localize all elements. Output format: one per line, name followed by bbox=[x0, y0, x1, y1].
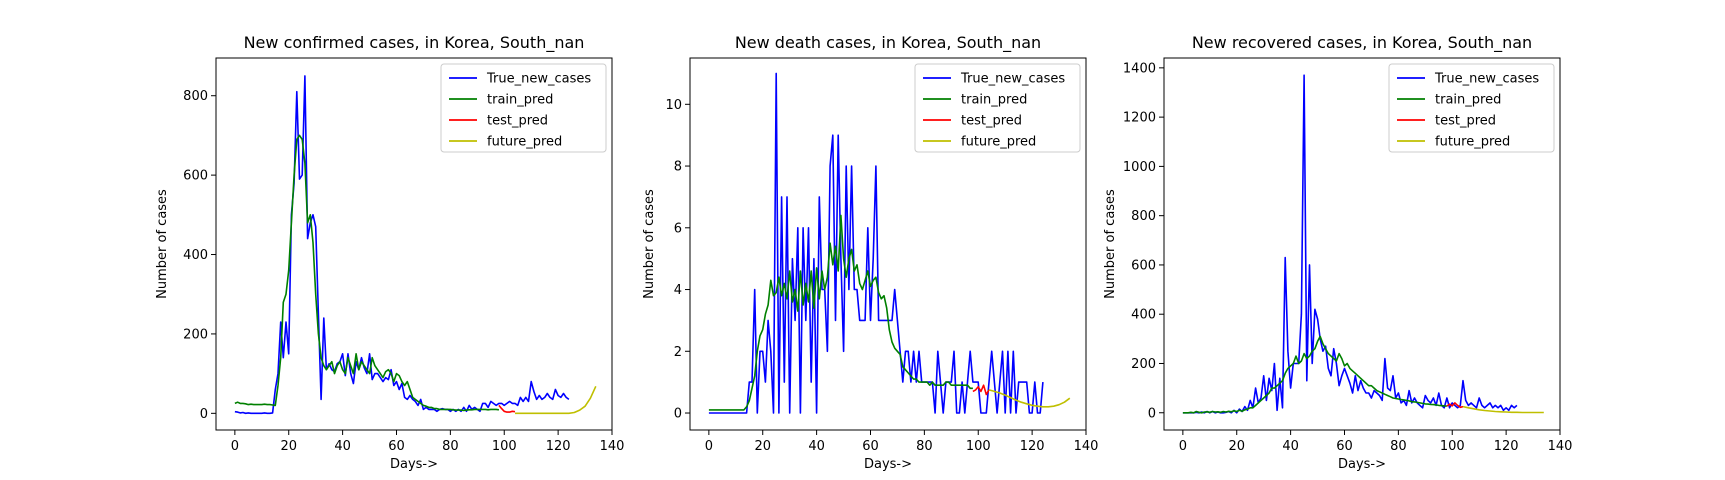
y-tick-label: 2 bbox=[674, 345, 682, 360]
y-tick-label: 6 bbox=[674, 221, 682, 236]
legend-label: True_new_cases bbox=[486, 72, 591, 87]
x-tick-label: 40 bbox=[1282, 439, 1299, 454]
x-tick-label: 140 bbox=[1074, 439, 1099, 454]
x-tick-label: 40 bbox=[808, 439, 825, 454]
series-line-train-pred bbox=[708, 214, 973, 411]
x-tick-label: 120 bbox=[1020, 439, 1045, 454]
legend-label: test_pred bbox=[487, 114, 548, 129]
x-tick-label: 100 bbox=[1440, 439, 1465, 454]
y-tick-label: 600 bbox=[1131, 258, 1156, 273]
legend-label: True_new_cases bbox=[1434, 72, 1539, 87]
legend: True_new_cases train_pred test_pred future_… bbox=[440, 63, 607, 153]
x-axis-label: Days-> bbox=[390, 457, 438, 472]
series-line-future-pred bbox=[1462, 405, 1544, 414]
y-tick-label: 10 bbox=[665, 98, 682, 113]
y-tick-label: 400 bbox=[1131, 308, 1156, 323]
x-tick-label: 20 bbox=[754, 439, 771, 454]
y-tick-label: 4 bbox=[674, 283, 682, 298]
axes-frame bbox=[1163, 57, 1561, 431]
x-tick-label: 60 bbox=[862, 439, 879, 454]
series-line-true-new-cases bbox=[234, 75, 570, 415]
y-tick-label: 8 bbox=[674, 160, 682, 175]
chart-title: New confirmed cases, in Korea, South_nan bbox=[244, 33, 585, 53]
y-tick-label: 200 bbox=[1131, 357, 1156, 372]
legend-label: test_pred bbox=[961, 114, 1022, 129]
y-tick-label: 200 bbox=[183, 327, 208, 342]
series-line-train-pred bbox=[1182, 335, 1447, 414]
chart-title: New recovered cases, in Korea, South_nan bbox=[1192, 33, 1532, 53]
chart-title: New death cases, in Korea, South_nan bbox=[735, 33, 1041, 53]
x-tick-label: 60 bbox=[388, 439, 405, 454]
x-tick-label: 40 bbox=[334, 439, 351, 454]
chart-panel-1: 0 20 40 60 80 100 120 140 0 200 400 600 800 New confi… bbox=[155, 33, 624, 472]
legend-label: train_pred bbox=[1435, 93, 1501, 108]
y-tick-label: 0 bbox=[200, 407, 208, 422]
series-line-test-pred bbox=[972, 384, 990, 396]
y-tick-label: 1400 bbox=[1123, 61, 1156, 76]
y-tick-label: 1200 bbox=[1123, 111, 1156, 126]
y-axis-label: Number of cases bbox=[1103, 189, 1118, 299]
x-axis-label: Days-> bbox=[1338, 457, 1386, 472]
legend-label: train_pred bbox=[487, 93, 553, 108]
y-tick-label: 0 bbox=[1148, 406, 1156, 421]
legend-label: future_pred bbox=[1435, 135, 1510, 150]
x-tick-label: 140 bbox=[600, 439, 625, 454]
legend-box bbox=[1388, 63, 1555, 153]
y-tick-label: 0 bbox=[674, 407, 682, 422]
x-tick-label: 120 bbox=[1494, 439, 1519, 454]
x-tick-label: 100 bbox=[492, 439, 517, 454]
y-tick-label: 800 bbox=[1131, 209, 1156, 224]
series-line-future-pred bbox=[515, 385, 597, 415]
chart-panel-3: 0 20 40 60 80 100 120 1400200400600800100012001… bbox=[1103, 33, 1572, 472]
x-tick-label: 80 bbox=[1390, 439, 1407, 454]
x-tick-label: 80 bbox=[442, 439, 459, 454]
legend-label: future_pred bbox=[961, 135, 1036, 150]
series-line-future-pred bbox=[988, 389, 1071, 408]
x-tick-label: 20 bbox=[280, 439, 297, 454]
x-tick-label: 100 bbox=[966, 439, 991, 454]
legend-label: test_pred bbox=[1435, 114, 1496, 129]
y-tick-label: 400 bbox=[183, 248, 208, 263]
x-tick-label: 80 bbox=[916, 439, 933, 454]
series-line-train-pred bbox=[234, 134, 500, 412]
y-tick-label: 800 bbox=[183, 89, 208, 104]
legend-box bbox=[440, 63, 607, 153]
x-tick-label: 0 bbox=[231, 439, 239, 454]
x-tick-label: 20 bbox=[1228, 439, 1245, 454]
y-tick-label: 600 bbox=[183, 169, 208, 184]
axes-frame bbox=[215, 57, 613, 431]
x-tick-label: 0 bbox=[1179, 439, 1187, 454]
y-axis-label: Number of cases bbox=[642, 189, 657, 299]
x-tick-label: 60 bbox=[1336, 439, 1353, 454]
x-tick-label: 140 bbox=[1548, 439, 1573, 454]
legend-box bbox=[914, 63, 1081, 153]
y-tick-label: 1000 bbox=[1123, 160, 1156, 175]
legend-label: True_new_cases bbox=[960, 72, 1065, 87]
y-axis-label: Number of cases bbox=[155, 189, 170, 299]
series-line-test-pred bbox=[498, 404, 516, 413]
series-line-test-pred bbox=[1446, 402, 1464, 409]
legend: True_new_cases train_pred test_pred future_… bbox=[1388, 63, 1555, 153]
axes-frame bbox=[689, 57, 1087, 431]
x-tick-label: 0 bbox=[705, 439, 713, 454]
legend: True_new_cases train_pred test_pred future_… bbox=[914, 63, 1081, 153]
x-axis-label: Days-> bbox=[864, 457, 912, 472]
series-line-true-new-cases bbox=[708, 72, 1044, 414]
x-tick-label: 120 bbox=[546, 439, 571, 454]
chart-panel-2: 0 20 40 60 80 100 120 140 0 2 4 6 8 10 New death cases… bbox=[642, 33, 1098, 472]
legend-label: train_pred bbox=[961, 93, 1027, 108]
legend-label: future_pred bbox=[487, 135, 562, 150]
